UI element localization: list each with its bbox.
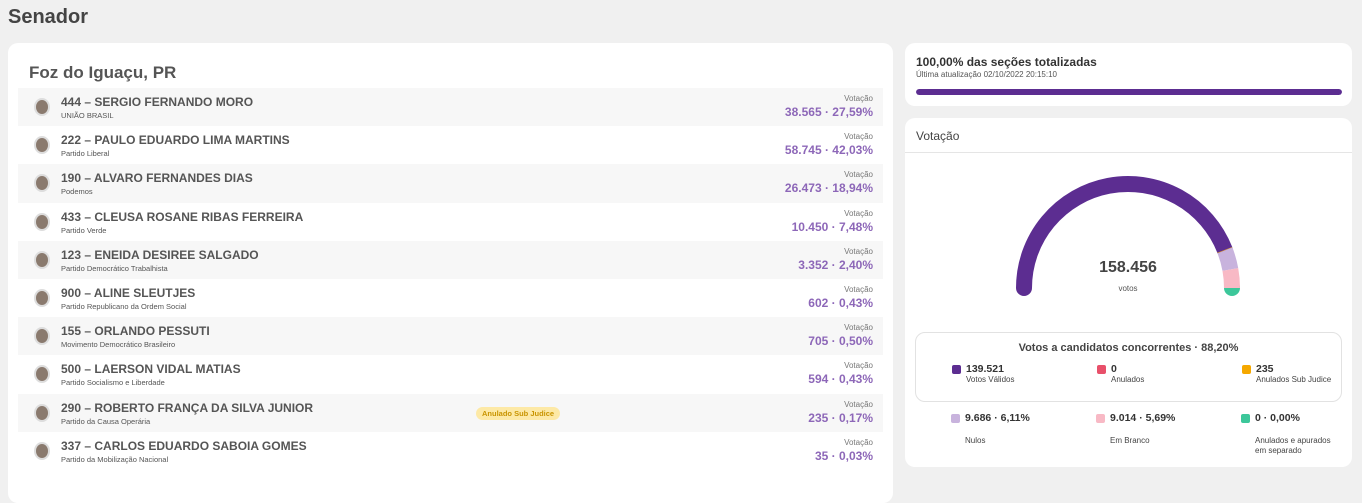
avatar bbox=[34, 289, 50, 307]
legend-value: 139.521 bbox=[966, 363, 1046, 375]
page-title: Senador bbox=[8, 6, 88, 29]
legend-swatch bbox=[1097, 365, 1106, 374]
candidate-party: Partido Democrático Trabalhista bbox=[61, 264, 168, 273]
avatar bbox=[34, 442, 50, 460]
candidate-party: UNIÃO BRASIL bbox=[61, 111, 114, 120]
candidate-name: 500 – LAERSON VIDAL MATIAS bbox=[61, 362, 241, 376]
candidate-row: 290 – ROBERTO FRANÇA DA SILVA JUNIOR Part… bbox=[18, 394, 883, 432]
avatar bbox=[34, 98, 50, 116]
gauge: 158.456 votos bbox=[998, 168, 1258, 308]
candidate-row: 190 – ALVARO FERNANDES DIAS Podemos Votaçã… bbox=[18, 164, 883, 202]
legend-swatch bbox=[1241, 414, 1250, 423]
candidate-name: 433 – CLEUSA ROSANE RIBAS FERREIRA bbox=[61, 210, 303, 224]
candidate-list: 444 – SERGIO FERNANDO MORO UNIÃO BRASIL Vo… bbox=[18, 88, 883, 470]
avatar bbox=[34, 213, 50, 231]
gauge-unit: votos bbox=[1118, 284, 1137, 293]
gauge-segment bbox=[1225, 250, 1230, 269]
avatar bbox=[34, 365, 50, 383]
candidate-name: 222 – PAULO EDUARDO LIMA MARTINS bbox=[61, 133, 290, 147]
candidate-party: Partido Liberal bbox=[61, 149, 109, 158]
votes-heading: Votação bbox=[844, 209, 873, 218]
votes-heading: Votação bbox=[844, 132, 873, 141]
voting-title: Votação bbox=[916, 129, 959, 143]
legend-label: Anulados Sub Judice bbox=[1256, 375, 1341, 385]
candidate-name: 155 – ORLANDO PESSUTI bbox=[61, 324, 210, 338]
candidate-row: 500 – LAERSON VIDAL MATIAS Partido Social… bbox=[18, 355, 883, 393]
status-updated: Última atualização 02/10/2022 20:15:10 bbox=[916, 70, 1057, 79]
status-badge: Anulado Sub Judice bbox=[476, 407, 560, 420]
progress-fill bbox=[916, 89, 1342, 95]
candidate-row: 433 – CLEUSA ROSANE RIBAS FERREIRA Partid… bbox=[18, 203, 883, 241]
legend-value: 0 · 0,00% bbox=[1255, 412, 1335, 424]
votes-heading: Votação bbox=[844, 323, 873, 332]
candidate-party: Partido da Mobilização Nacional bbox=[61, 455, 168, 464]
avatar bbox=[34, 136, 50, 154]
voting-header: Votação bbox=[905, 118, 1352, 153]
candidate-votes: 58.745 · 42,03% bbox=[785, 143, 873, 157]
legend-value: 0 bbox=[1111, 363, 1191, 375]
legend-label: Votos Válidos bbox=[966, 375, 1051, 385]
legend-swatch bbox=[1242, 365, 1251, 374]
legend-label: Em Branco bbox=[1110, 436, 1195, 446]
voting-card: Votação 158.456 votos Votos a candidatos… bbox=[905, 118, 1352, 467]
legend-value: 9.686 · 6,11% bbox=[965, 412, 1045, 424]
candidate-party: Partido Verde bbox=[61, 226, 106, 235]
gauge-total: 158.456 bbox=[1099, 259, 1157, 276]
candidate-party: Partido Socialismo e Liberdade bbox=[61, 378, 165, 387]
candidate-votes: 26.473 · 18,94% bbox=[785, 181, 873, 195]
summary-box: Votos a candidatos concorrentes · 88,20%… bbox=[915, 332, 1342, 402]
candidate-name: 123 – ENEIDA DESIREE SALGADO bbox=[61, 248, 259, 262]
results-card: Foz do Iguaçu, PR 444 – SERGIO FERNANDO … bbox=[8, 43, 893, 503]
candidate-row: 444 – SERGIO FERNANDO MORO UNIÃO BRASIL Vo… bbox=[18, 88, 883, 126]
candidate-row: 337 – CARLOS EDUARDO SABOIA GOMES Partido… bbox=[18, 432, 883, 470]
votes-heading: Votação bbox=[844, 361, 873, 370]
candidate-votes: 602 · 0,43% bbox=[808, 296, 873, 310]
candidate-votes: 38.565 · 27,59% bbox=[785, 105, 873, 119]
votes-heading: Votação bbox=[844, 438, 873, 447]
candidate-votes: 3.352 · 2,40% bbox=[798, 258, 873, 272]
progress-bar bbox=[916, 89, 1342, 95]
votes-heading: Votação bbox=[844, 170, 873, 179]
candidate-name: 290 – ROBERTO FRANÇA DA SILVA JUNIOR bbox=[61, 401, 313, 415]
candidate-row: 123 – ENEIDA DESIREE SALGADO Partido Demo… bbox=[18, 241, 883, 279]
candidate-name: 337 – CARLOS EDUARDO SABOIA GOMES bbox=[61, 439, 307, 453]
candidate-votes: 594 · 0,43% bbox=[808, 372, 873, 386]
votes-heading: Votação bbox=[844, 285, 873, 294]
candidate-party: Podemos bbox=[61, 187, 93, 196]
legend-swatch bbox=[1096, 414, 1105, 423]
votes-heading: Votação bbox=[844, 94, 873, 103]
candidate-votes: 705 · 0,50% bbox=[808, 334, 873, 348]
votes-heading: Votação bbox=[844, 400, 873, 409]
candidate-party: Partido Republicano da Ordem Social bbox=[61, 302, 187, 311]
legend-value: 235 bbox=[1256, 363, 1336, 375]
candidate-party: Partido da Causa Operária bbox=[61, 417, 150, 426]
status-card: 100,00% das seções totalizadas Última at… bbox=[905, 43, 1352, 106]
candidate-row: 222 – PAULO EDUARDO LIMA MARTINS Partido … bbox=[18, 126, 883, 164]
avatar bbox=[34, 327, 50, 345]
candidate-row: 155 – ORLANDO PESSUTI Movimento Democráti… bbox=[18, 317, 883, 355]
legend-label: Anulados bbox=[1111, 375, 1196, 385]
avatar bbox=[34, 404, 50, 422]
gauge-segment bbox=[1230, 270, 1232, 288]
candidate-votes: 235 · 0,17% bbox=[808, 411, 873, 425]
legend-swatch bbox=[951, 414, 960, 423]
status-title: 100,00% das seções totalizadas bbox=[916, 55, 1097, 69]
candidate-row: 900 – ALINE SLEUTJES Partido Republicano … bbox=[18, 279, 883, 317]
legend-swatch bbox=[952, 365, 961, 374]
location: Foz do Iguaçu, PR bbox=[29, 63, 176, 83]
candidate-votes: 35 · 0,03% bbox=[815, 449, 873, 463]
votes-heading: Votação bbox=[844, 247, 873, 256]
candidate-name: 444 – SERGIO FERNANDO MORO bbox=[61, 95, 253, 109]
candidate-name: 190 – ALVARO FERNANDES DIAS bbox=[61, 171, 253, 185]
avatar bbox=[34, 251, 50, 269]
candidate-party: Movimento Democrático Brasileiro bbox=[61, 340, 175, 349]
legend-label: Nulos bbox=[965, 436, 1050, 446]
candidate-name: 900 – ALINE SLEUTJES bbox=[61, 286, 195, 300]
summary-title: Votos a candidatos concorrentes · 88,20% bbox=[916, 342, 1341, 354]
legend-value: 9.014 · 5,69% bbox=[1110, 412, 1190, 424]
legend-label: Anulados e apurados em separado bbox=[1255, 436, 1340, 455]
candidate-votes: 10.450 · 7,48% bbox=[792, 220, 873, 234]
avatar bbox=[34, 174, 50, 192]
